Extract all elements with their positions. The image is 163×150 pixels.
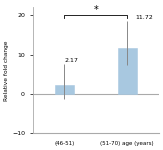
Y-axis label: Relative fold change: Relative fold change xyxy=(4,40,9,100)
Text: *: * xyxy=(93,5,98,15)
Bar xyxy=(118,48,137,94)
Text: 11.72: 11.72 xyxy=(135,15,153,20)
Bar xyxy=(55,85,74,94)
Text: 2.17: 2.17 xyxy=(64,57,78,63)
